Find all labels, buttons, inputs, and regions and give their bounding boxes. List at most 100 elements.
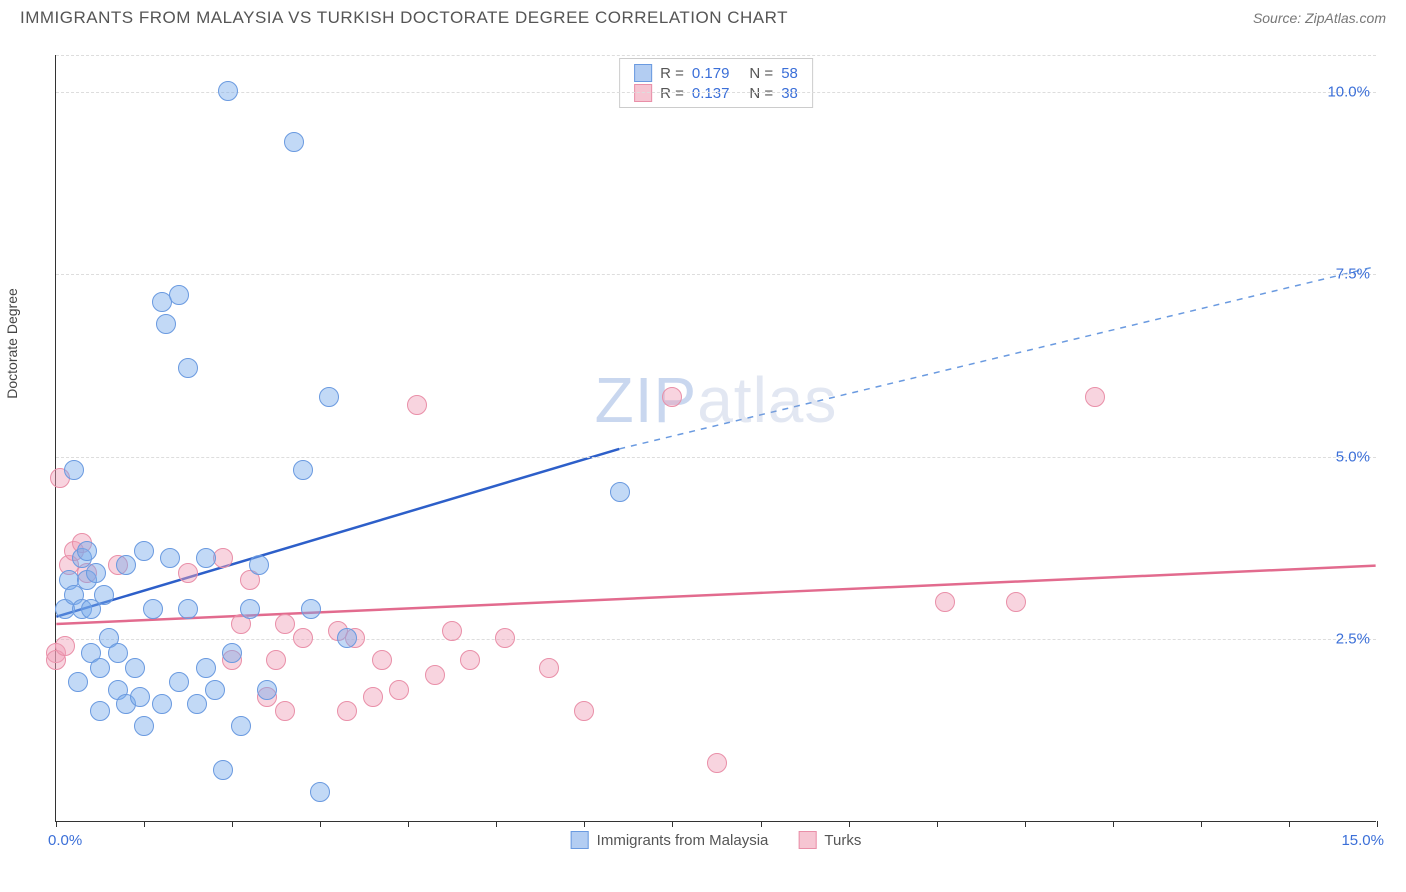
legend-item: Turks (798, 831, 861, 849)
scatter-point-malaysia (160, 548, 180, 568)
trend-lines-layer (56, 55, 1376, 821)
scatter-point-malaysia (240, 599, 260, 619)
gridline (56, 274, 1376, 275)
scatter-point-malaysia (64, 460, 84, 480)
scatter-point-malaysia (319, 387, 339, 407)
series-legend: Immigrants from MalaysiaTurks (571, 831, 862, 849)
x-tick (408, 821, 409, 827)
scatter-point-malaysia (143, 599, 163, 619)
x-axis-min-label: 0.0% (48, 832, 82, 849)
scatter-point-turks (460, 650, 480, 670)
x-axis-max-label: 15.0% (1341, 832, 1384, 849)
x-tick (672, 821, 673, 827)
scatter-point-turks (707, 753, 727, 773)
scatter-point-turks (266, 650, 286, 670)
scatter-point-turks (372, 650, 392, 670)
scatter-point-malaysia (77, 541, 97, 561)
x-tick (761, 821, 762, 827)
scatter-point-turks (293, 628, 313, 648)
scatter-point-malaysia (337, 628, 357, 648)
scatter-point-malaysia (257, 680, 277, 700)
x-tick (1289, 821, 1290, 827)
scatter-point-turks (389, 680, 409, 700)
scatter-point-malaysia (90, 658, 110, 678)
scatter-point-malaysia (169, 672, 189, 692)
scatter-point-malaysia (187, 694, 207, 714)
scatter-chart: ZIPatlas R =0.179N =58R =0.137N =38 Immi… (55, 55, 1376, 822)
scatter-point-malaysia (310, 782, 330, 802)
x-tick (584, 821, 585, 827)
scatter-point-malaysia (134, 541, 154, 561)
legend-swatch (798, 831, 816, 849)
scatter-point-malaysia (205, 680, 225, 700)
scatter-point-malaysia (94, 585, 114, 605)
scatter-point-malaysia (222, 643, 242, 663)
scatter-point-turks (442, 621, 462, 641)
scatter-point-malaysia (218, 81, 238, 101)
scatter-point-malaysia (90, 701, 110, 721)
scatter-point-turks (539, 658, 559, 678)
x-tick (232, 821, 233, 827)
scatter-point-malaysia (178, 358, 198, 378)
scatter-point-malaysia (231, 716, 251, 736)
x-tick (144, 821, 145, 827)
scatter-point-turks (662, 387, 682, 407)
chart-header: IMMIGRANTS FROM MALAYSIA VS TURKISH DOCT… (0, 0, 1406, 32)
scatter-point-malaysia (125, 658, 145, 678)
scatter-point-turks (213, 548, 233, 568)
legend-row: R =0.137N =38 (634, 83, 798, 103)
scatter-point-turks (275, 614, 295, 634)
y-tick-label: 5.0% (1336, 448, 1370, 465)
scatter-point-malaysia (284, 132, 304, 152)
scatter-point-turks (337, 701, 357, 721)
scatter-point-turks (275, 701, 295, 721)
x-tick (849, 821, 850, 827)
chart-title: IMMIGRANTS FROM MALAYSIA VS TURKISH DOCT… (20, 8, 788, 28)
chart-source: Source: ZipAtlas.com (1253, 10, 1386, 26)
scatter-point-malaysia (196, 548, 216, 568)
scatter-point-malaysia (86, 563, 106, 583)
scatter-point-malaysia (249, 555, 269, 575)
x-tick (1201, 821, 1202, 827)
scatter-point-malaysia (196, 658, 216, 678)
y-tick-label: 10.0% (1327, 83, 1370, 100)
scatter-point-malaysia (293, 460, 313, 480)
gridline (56, 92, 1376, 93)
scatter-point-malaysia (178, 599, 198, 619)
scatter-point-malaysia (68, 672, 88, 692)
scatter-point-turks (1085, 387, 1105, 407)
legend-swatch (571, 831, 589, 849)
legend-row: R =0.179N =58 (634, 63, 798, 83)
scatter-point-turks (178, 563, 198, 583)
scatter-point-turks (55, 636, 75, 656)
scatter-point-malaysia (130, 687, 150, 707)
scatter-point-turks (1006, 592, 1026, 612)
scatter-point-turks (495, 628, 515, 648)
scatter-point-turks (407, 395, 427, 415)
scatter-point-malaysia (169, 285, 189, 305)
scatter-point-turks (935, 592, 955, 612)
x-tick (1025, 821, 1026, 827)
y-tick-label: 7.5% (1336, 266, 1370, 283)
scatter-point-turks (363, 687, 383, 707)
x-tick (496, 821, 497, 827)
trend-line (619, 267, 1375, 449)
scatter-point-malaysia (116, 555, 136, 575)
scatter-point-malaysia (156, 314, 176, 334)
scatter-point-malaysia (301, 599, 321, 619)
scatter-point-malaysia (610, 482, 630, 502)
scatter-point-turks (425, 665, 445, 685)
scatter-point-malaysia (152, 694, 172, 714)
gridline (56, 639, 1376, 640)
x-tick (56, 821, 57, 827)
correlation-legend: R =0.179N =58R =0.137N =38 (619, 58, 813, 108)
scatter-point-malaysia (108, 643, 128, 663)
gridline (56, 457, 1376, 458)
y-axis-label: Doctorate Degree (4, 288, 20, 399)
x-tick (1377, 821, 1378, 827)
x-tick (1113, 821, 1114, 827)
scatter-point-malaysia (213, 760, 233, 780)
legend-swatch (634, 64, 652, 82)
gridline (56, 55, 1376, 56)
scatter-point-turks (574, 701, 594, 721)
